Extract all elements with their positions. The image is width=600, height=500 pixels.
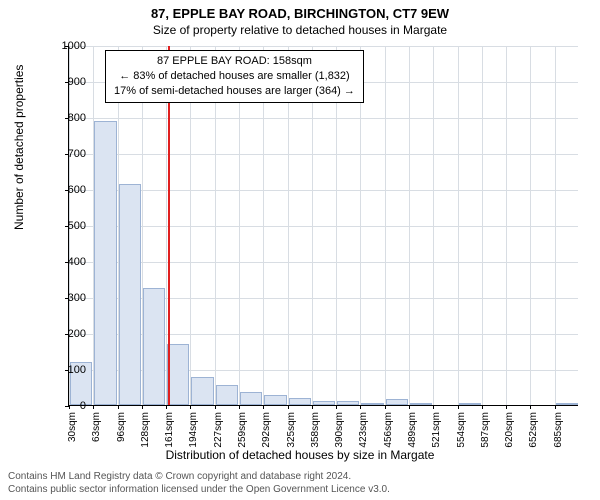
histogram-bar: [264, 395, 286, 405]
gridline-h: [69, 154, 578, 155]
x-axis-label: Distribution of detached houses by size …: [0, 448, 600, 462]
xtick-label: 554sqm: [456, 412, 467, 452]
gridline-h: [69, 190, 578, 191]
xtick-label: 96sqm: [116, 412, 127, 452]
title-sub: Size of property relative to detached ho…: [0, 21, 600, 37]
xtick-label: 128sqm: [140, 412, 151, 452]
chart-container: 87, EPPLE BAY ROAD, BIRCHINGTON, CT7 9EW…: [0, 0, 600, 500]
xtick-mark: [482, 405, 483, 409]
xtick-mark: [263, 405, 264, 409]
y-axis-label: Number of detached properties: [12, 65, 26, 230]
xtick-label: 620sqm: [504, 412, 515, 452]
gridline-v: [530, 46, 531, 405]
xtick-mark: [93, 405, 94, 409]
annotation-line: ← 83% of detached houses are smaller (1,…: [114, 69, 355, 84]
histogram-bar: [556, 403, 578, 405]
xtick-label: 390sqm: [334, 412, 345, 452]
footer: Contains HM Land Registry data © Crown c…: [8, 470, 390, 496]
annotation-box: 87 EPPLE BAY ROAD: 158sqm← 83% of detach…: [105, 50, 364, 103]
gridline-v: [385, 46, 386, 405]
xtick-label: 325sqm: [286, 412, 297, 452]
gridline-v: [482, 46, 483, 405]
xtick-mark: [239, 405, 240, 409]
xtick-label: 161sqm: [164, 412, 175, 452]
histogram-bar: [410, 403, 432, 405]
ytick-label: 600: [46, 184, 86, 196]
histogram-bar: [337, 401, 359, 405]
ytick-label: 100: [46, 364, 86, 376]
ytick-label: 0: [46, 400, 86, 412]
gridline-v: [409, 46, 410, 405]
xtick-mark: [166, 405, 167, 409]
ytick-label: 400: [46, 256, 86, 268]
footer-line-2: Contains public sector information licen…: [8, 483, 390, 496]
gridline-h: [69, 226, 578, 227]
xtick-mark: [312, 405, 313, 409]
xtick-mark: [215, 405, 216, 409]
histogram-bar: [119, 184, 141, 405]
xtick-label: 194sqm: [188, 412, 199, 452]
gridline-h: [69, 262, 578, 263]
xtick-mark: [385, 405, 386, 409]
xtick-label: 587sqm: [480, 412, 491, 452]
xtick-label: 227sqm: [213, 412, 224, 452]
xtick-label: 456sqm: [383, 412, 394, 452]
ytick-label: 300: [46, 292, 86, 304]
xtick-label: 652sqm: [528, 412, 539, 452]
gridline-v: [458, 46, 459, 405]
histogram-bar: [240, 392, 262, 405]
ytick-label: 500: [46, 220, 86, 232]
xtick-label: 63sqm: [91, 412, 102, 452]
title-main: 87, EPPLE BAY ROAD, BIRCHINGTON, CT7 9EW: [0, 0, 600, 21]
gridline-v: [555, 46, 556, 405]
xtick-label: 292sqm: [261, 412, 272, 452]
histogram-bar: [94, 121, 116, 405]
ytick-label: 900: [46, 76, 86, 88]
xtick-label: 489sqm: [407, 412, 418, 452]
xtick-label: 358sqm: [310, 412, 321, 452]
histogram-bar: [361, 403, 383, 405]
xtick-mark: [190, 405, 191, 409]
histogram-bar: [167, 344, 189, 405]
xtick-mark: [433, 405, 434, 409]
gridline-h: [69, 118, 578, 119]
gridline-v: [433, 46, 434, 405]
histogram-bar: [459, 403, 481, 405]
xtick-label: 423sqm: [358, 412, 369, 452]
xtick-mark: [288, 405, 289, 409]
footer-line-1: Contains HM Land Registry data © Crown c…: [8, 470, 390, 483]
xtick-mark: [458, 405, 459, 409]
xtick-label: 521sqm: [431, 412, 442, 452]
annotation-line: 87 EPPLE BAY ROAD: 158sqm: [114, 54, 355, 69]
histogram-bar: [191, 377, 213, 405]
xtick-mark: [530, 405, 531, 409]
histogram-bar: [289, 398, 311, 405]
ytick-label: 800: [46, 112, 86, 124]
xtick-label: 259sqm: [237, 412, 248, 452]
xtick-mark: [142, 405, 143, 409]
histogram-bar: [143, 288, 165, 405]
xtick-mark: [336, 405, 337, 409]
xtick-mark: [506, 405, 507, 409]
gridline-h: [69, 46, 578, 47]
gridline-v: [506, 46, 507, 405]
annotation-line: 17% of semi-detached houses are larger (…: [114, 84, 355, 99]
plot-area: 30sqm63sqm96sqm128sqm161sqm194sqm227sqm2…: [68, 46, 578, 406]
xtick-mark: [360, 405, 361, 409]
histogram-bar: [386, 399, 408, 405]
histogram-bar: [216, 385, 238, 405]
xtick-label: 30sqm: [67, 412, 78, 452]
ytick-label: 1000: [46, 40, 86, 52]
histogram-bar: [313, 401, 335, 405]
ytick-label: 700: [46, 148, 86, 160]
ytick-label: 200: [46, 328, 86, 340]
xtick-mark: [555, 405, 556, 409]
xtick-mark: [409, 405, 410, 409]
xtick-label: 685sqm: [553, 412, 564, 452]
xtick-mark: [118, 405, 119, 409]
